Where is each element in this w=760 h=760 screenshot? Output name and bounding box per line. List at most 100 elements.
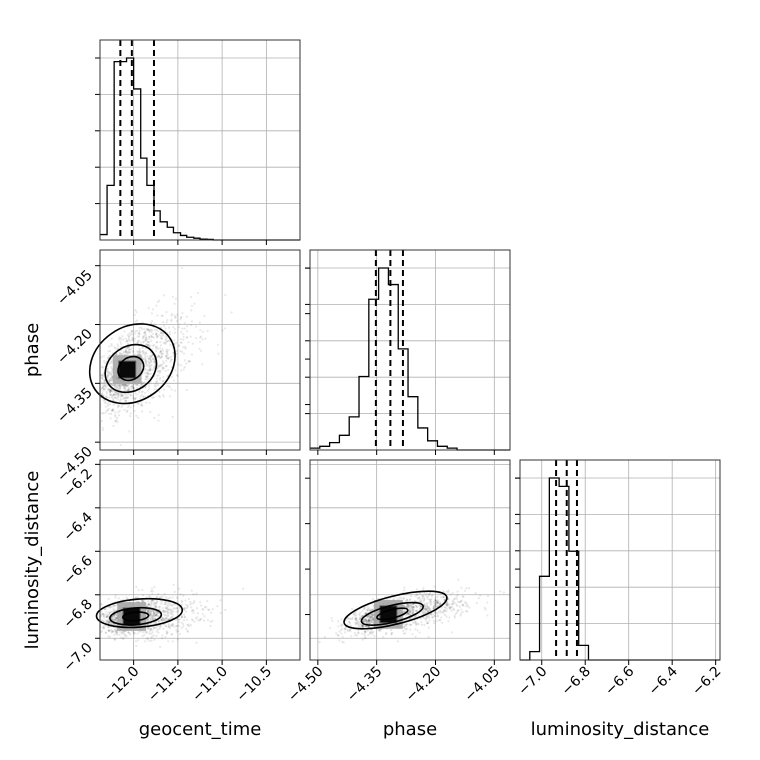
scatter-phase-vs-luminosity-distance-point-531 [435,600,439,603]
scatter-geocent-time-vs-luminosity-distance-point-422 [149,618,153,621]
scatter-geocent-time-vs-phase-point-4 [170,320,173,323]
scatter-geocent-time-vs-phase-point-389 [167,384,170,388]
scatter-phase-vs-luminosity-distance-point-464 [404,605,408,608]
scatter-phase-vs-luminosity-distance-point-1171 [364,636,367,639]
scatter-phase-vs-luminosity-distance-point-203 [445,590,449,593]
scatter-phase-vs-luminosity-distance-point-1279 [364,612,368,615]
scatter-phase-vs-luminosity-distance-point-337 [418,598,421,601]
scatter-geocent-time-vs-phase-point-642 [142,341,145,344]
scatter-geocent-time-vs-phase-point-1386 [107,350,110,353]
scatter-phase-vs-luminosity-distance-point-29 [427,621,430,624]
scatter-geocent-time-vs-phase-point-1196 [136,416,140,419]
scatter-geocent-time-vs-luminosity-distance-point-73 [151,617,155,620]
scatter-geocent-time-vs-luminosity-distance-point-331 [176,638,179,641]
scatter-phase-vs-luminosity-distance-point-866 [460,608,463,611]
ytick-label-phase-3: −4.05 [54,267,96,309]
scatter-geocent-time-vs-luminosity-distance-point-1171 [108,611,111,614]
scatter-geocent-time-vs-phase-point-420 [114,420,117,423]
scatter-geocent-time-vs-phase-point-58 [147,340,150,343]
scatter-geocent-time-vs-phase-point-349 [203,314,206,318]
scatter-geocent-time-vs-luminosity-distance-point-252 [117,597,120,600]
scatter-geocent-time-vs-phase-point-347 [189,295,193,299]
scatter-phase-vs-luminosity-distance-point-365 [407,605,410,608]
scatter-phase-vs-luminosity-distance-point-680 [369,616,373,619]
scatter-geocent-time-vs-phase-point-770 [110,344,113,347]
scatter-geocent-time-vs-phase-point-998 [164,369,167,372]
scatter-geocent-time-vs-luminosity-distance-point-793 [183,616,187,619]
scatter-phase-vs-luminosity-distance-point-1293 [406,612,409,615]
scatter-geocent-time-vs-phase-point-514 [127,348,131,351]
scatter-geocent-time-vs-phase-point-1300 [176,349,179,352]
scatter-geocent-time-vs-luminosity-distance-point-980 [165,630,168,633]
scatter-geocent-time-vs-luminosity-distance-point-1045 [144,640,147,643]
scatter-geocent-time-vs-phase-point-170 [100,381,103,384]
scatter-phase-vs-luminosity-distance-point-11 [427,609,430,612]
scatter-geocent-time-vs-luminosity-distance-point-1083 [224,608,227,612]
scatter-phase-vs-luminosity-distance-point-202 [337,620,340,623]
scatter-geocent-time-vs-luminosity-distance-point-761 [108,613,111,616]
scatter-phase-vs-luminosity-distance-point-1013 [455,597,459,600]
scatter-geocent-time-vs-phase-point-1270 [123,330,126,333]
scatter-geocent-time-vs-luminosity-distance-point-532 [122,632,125,636]
scatter-phase-vs-luminosity-distance-point-1250 [406,605,409,608]
scatter-phase-vs-luminosity-distance-point-744 [425,605,428,608]
scatter-phase-vs-luminosity-distance-point-838 [369,609,372,612]
scatter-phase-vs-luminosity-distance-point-4 [362,620,366,623]
scatter-geocent-time-vs-luminosity-distance-point-388 [135,585,138,589]
scatter-geocent-time-vs-luminosity-distance-point-150 [153,601,156,604]
scatter-geocent-time-vs-phase-point-946 [126,389,130,392]
scatter-geocent-time-vs-phase-point-481 [112,393,115,397]
scatter-geocent-time-vs-luminosity-distance-point-1236 [115,632,118,635]
scatter-geocent-time-vs-luminosity-distance-point-1185 [148,639,151,642]
scatter-geocent-time-vs-luminosity-distance-point-115 [148,630,152,633]
scatter-phase-vs-luminosity-distance-point-753 [443,609,446,612]
scatter-geocent-time-vs-luminosity-distance-point-1157 [162,627,165,630]
scatter-geocent-time-vs-phase-point-1331 [127,351,130,354]
scatter-phase-vs-luminosity-distance-point-1005 [414,620,417,623]
scatter-phase-vs-luminosity-distance-point-225 [439,602,442,605]
scatter-geocent-time-vs-phase-point-320 [111,383,114,387]
scatter-phase-vs-luminosity-distance-point-208 [367,633,370,637]
scatter-phase-vs-luminosity-distance-point-242 [402,632,406,635]
scatter-geocent-time-vs-luminosity-distance-point-872 [111,618,114,621]
scatter-geocent-time-vs-phase-point-1022 [169,360,172,363]
scatter-phase-vs-luminosity-distance-point-1198 [436,612,439,615]
scatter-geocent-time-vs-phase-point-1305 [112,399,115,402]
scatter-geocent-time-vs-phase-point-1221 [190,304,194,307]
scatter-phase-vs-luminosity-distance-point-328 [412,605,415,608]
scatter-phase-vs-luminosity-distance-point-1212 [366,608,370,612]
scatter-geocent-time-vs-phase-point-333 [93,402,95,404]
scatter-geocent-time-vs-phase-point-787 [199,349,203,352]
scatter-geocent-time-vs-phase-point-1160 [127,405,130,409]
scatter-phase-vs-luminosity-distance-point-148 [445,604,448,607]
scatter-geocent-time-vs-phase-point-119 [127,383,130,386]
scatter-phase-vs-luminosity-distance-point-1355 [436,595,439,598]
scatter-geocent-time-vs-phase-point-1184 [173,302,176,305]
scatter-phase-vs-luminosity-distance-point-670 [409,623,413,626]
scatter-geocent-time-vs-phase-point-724 [151,308,155,311]
scatter-geocent-time-vs-luminosity-distance-point-1105 [113,609,116,612]
scatter-geocent-time-vs-phase-point-909 [125,383,128,386]
scatter-phase-vs-luminosity-distance-point-513 [427,635,430,639]
scatter-geocent-time-vs-phase-point-1327 [159,349,162,352]
scatter-phase-vs-luminosity-distance-point-864 [406,612,410,615]
scatter-phase-vs-luminosity-distance-point-288 [386,598,389,601]
scatter-geocent-time-vs-phase-point-87 [85,379,87,381]
scatter-geocent-time-vs-phase-point-40 [147,335,150,339]
scatter-phase-vs-luminosity-distance-point-246 [412,609,415,612]
scatter-geocent-time-vs-luminosity-distance-point-25 [155,595,158,598]
scatter-phase-vs-luminosity-distance-point-1136 [421,595,424,598]
scatter-geocent-time-vs-phase-point-348 [159,395,162,398]
scatter-geocent-time-vs-phase-point-762 [89,405,91,407]
scatter-geocent-time-vs-luminosity-distance-point-63 [167,623,170,626]
scatter-geocent-time-vs-phase-point-782 [101,426,104,430]
scatter-geocent-time-vs-luminosity-distance-point-838 [149,596,152,599]
scatter-geocent-time-vs-phase-point-848 [159,344,163,347]
scatter-geocent-time-vs-phase-point-757 [167,348,170,351]
scatter-phase-vs-luminosity-distance-point-95 [437,600,440,603]
scatter-geocent-time-vs-luminosity-distance-point-17 [150,610,153,613]
scatter-geocent-time-vs-phase-point-359 [113,384,116,387]
scatter-geocent-time-vs-luminosity-distance-point-1233 [152,603,155,607]
scatter-phase-vs-luminosity-distance-point-1382 [370,621,374,624]
scatter-geocent-time-vs-luminosity-distance-point-575 [166,609,169,612]
